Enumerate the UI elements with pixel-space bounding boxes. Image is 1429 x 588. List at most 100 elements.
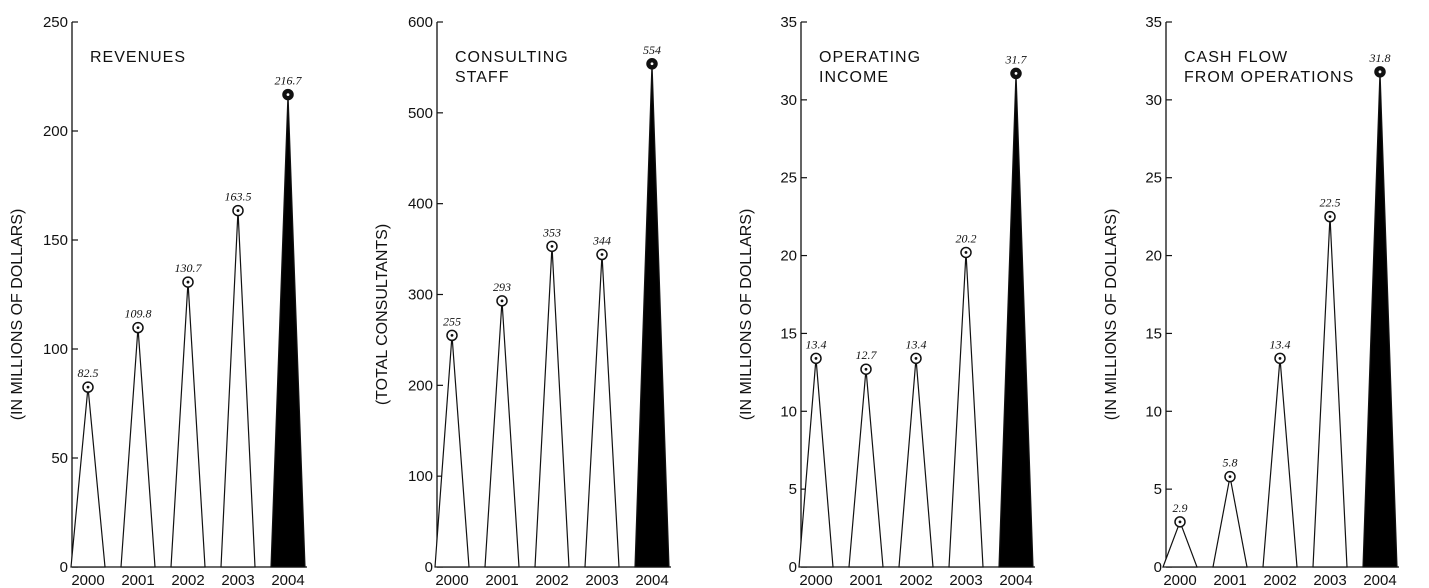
x-tick-label: 2002	[535, 572, 568, 588]
x-tick-label: 2000	[799, 572, 832, 588]
data-label: 344	[592, 234, 611, 248]
y-tick-label: 20	[780, 248, 797, 265]
point-marker-center	[286, 93, 290, 96]
y-tick-label: 100	[43, 341, 68, 358]
data-label: 20.2	[956, 231, 977, 245]
x-tick-label: 2000	[435, 572, 468, 588]
point-marker-center	[136, 326, 140, 330]
chart-panel-4: 0 5 10 15 20 25 30 35 (IN MILLIONS OF DOLLARS) CA…	[1103, 14, 1399, 588]
y-tick-label: 25	[780, 170, 797, 187]
point-marker-center	[864, 367, 868, 371]
chart-title-line: CASH FLOW	[1184, 49, 1288, 66]
bar-2000	[434, 335, 470, 568]
data-label: 216.7	[275, 74, 303, 88]
y-tick-label: 15	[1145, 325, 1162, 342]
y-tick-label: 35	[1145, 14, 1162, 31]
x-tick-label: 2002	[171, 572, 204, 588]
x-tick-label: 2004	[635, 572, 668, 588]
bar-2002	[170, 282, 206, 568]
y-tick-label: 150	[43, 232, 68, 249]
y-tick-label: 300	[408, 287, 433, 304]
y-tick-label: 200	[43, 123, 68, 140]
y-tick-label: 200	[408, 377, 433, 394]
y-tick-label: 30	[1145, 92, 1162, 109]
bar-2003	[220, 210, 256, 568]
chart-panel-3: 0 5 10 15 20 25 30 35 (IN MILLIONS OF DOLLARS) OP…	[738, 14, 1035, 588]
data-label: 31.8	[1369, 51, 1391, 65]
data-label: 13.4	[906, 337, 927, 351]
chart-title-line: CONSULTING	[455, 49, 569, 66]
bar-2002	[1262, 358, 1298, 568]
x-tick-label: 2000	[1163, 572, 1196, 588]
data-label: 31.7	[1005, 52, 1028, 66]
point-marker-center	[500, 299, 504, 303]
x-tick-label: 2003	[1313, 572, 1346, 588]
data-label: 2.9	[1173, 501, 1188, 515]
y-tick-label: 500	[408, 105, 433, 122]
chart-title-line: OPERATING	[819, 49, 921, 66]
bar-2002	[534, 246, 570, 568]
chart-title-line: REVENUES	[90, 49, 186, 66]
x-tick-label: 2003	[949, 572, 982, 588]
y-tick-label: 50	[51, 450, 68, 467]
point-marker-center	[86, 385, 90, 389]
point-marker-center	[650, 62, 654, 66]
y-tick-label: 35	[780, 14, 797, 31]
data-label: 554	[643, 43, 661, 57]
bar-2004	[998, 73, 1034, 568]
x-tick-label: 2003	[585, 572, 618, 588]
x-tick-label: 2004	[1363, 572, 1396, 588]
y-tick-label: 0	[789, 559, 797, 576]
point-marker-center	[236, 209, 240, 212]
y-axis-label: (IN MILLIONS OF DOLLARS)	[9, 209, 26, 421]
y-axis-label: (IN MILLIONS OF DOLLARS)	[1103, 209, 1120, 421]
bar-2001	[1212, 476, 1248, 568]
bar-2004	[1362, 71, 1398, 568]
y-tick-label: 5	[789, 481, 797, 498]
chart-title-line: STAFF	[455, 69, 509, 86]
point-marker-center	[1378, 70, 1382, 74]
data-label: 163.5	[225, 190, 252, 204]
y-tick-label: 250	[43, 14, 68, 31]
point-marker-center	[186, 280, 190, 284]
y-tick-label: 0	[60, 559, 68, 576]
x-tick-label: 2001	[485, 572, 518, 588]
bar-2003	[584, 254, 620, 568]
data-label: 255	[443, 314, 461, 328]
bar-2001	[484, 300, 520, 568]
y-tick-label: 100	[408, 468, 433, 485]
x-tick-label: 2001	[121, 572, 154, 588]
chart-title-line: INCOME	[819, 69, 889, 86]
x-tick-label: 2004	[999, 572, 1032, 588]
point-marker-center	[550, 244, 554, 248]
data-label: 109.8	[125, 307, 152, 321]
data-label: 353	[542, 225, 561, 239]
x-tick-label: 2000	[71, 572, 104, 588]
bar-2000	[1162, 520, 1198, 568]
chart-panel-2: 0 100 200 300 400 500 600 (TOTAL CONSULTANTS) CO…	[374, 14, 671, 588]
data-label: 13.4	[806, 337, 827, 351]
x-tick-label: 2002	[1263, 572, 1296, 588]
y-tick-label: 25	[1145, 170, 1162, 187]
y-tick-label: 5	[1154, 481, 1162, 498]
chart-title-line: FROM OPERATIONS	[1184, 69, 1354, 86]
bar-2001	[120, 327, 156, 568]
y-axis-label: (TOTAL CONSULTANTS)	[374, 224, 391, 405]
x-tick-label: 2001	[1213, 572, 1246, 588]
x-tick-label: 2004	[271, 572, 304, 588]
bar-2003	[1312, 216, 1348, 568]
bar-2000	[798, 358, 834, 568]
data-label: 5.8	[1223, 456, 1238, 470]
point-marker-center	[1228, 475, 1232, 479]
x-tick-label: 2001	[849, 572, 882, 588]
y-tick-label: 0	[1154, 559, 1162, 576]
data-label: 130.7	[175, 261, 203, 275]
y-tick-label: 10	[780, 403, 797, 420]
point-marker-center	[1278, 356, 1282, 360]
y-tick-label: 30	[780, 92, 797, 109]
bar-2004	[270, 94, 306, 568]
x-tick-label: 2002	[899, 572, 932, 588]
bar-2002	[898, 358, 934, 568]
point-marker-center	[1328, 215, 1332, 219]
